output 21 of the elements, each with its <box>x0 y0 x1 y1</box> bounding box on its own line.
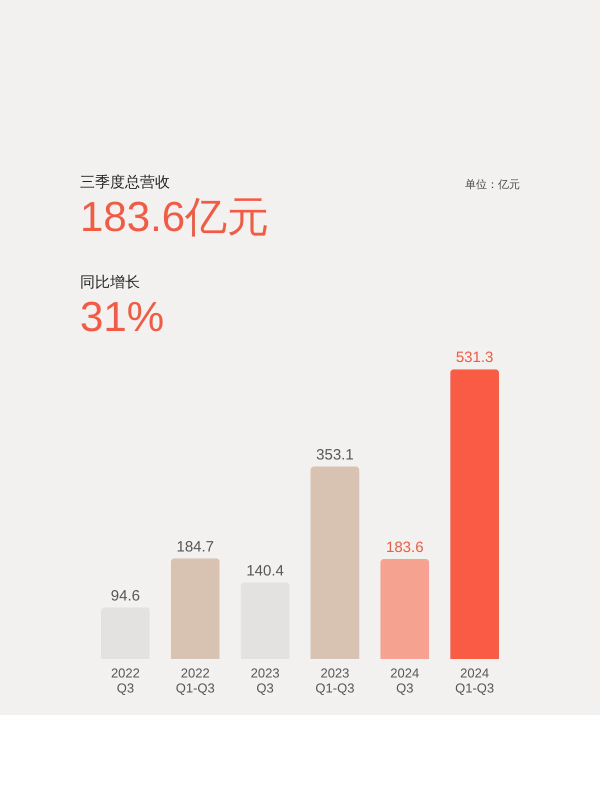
data-label: 140.4 <box>246 562 284 580</box>
x-tick-label: 2023 Q1-Q3 <box>315 666 354 696</box>
x-tick-label: 2024 Q1-Q3 <box>455 666 494 696</box>
text: 单位：亿元 <box>465 178 520 191</box>
data-label: 183.6 <box>386 538 424 556</box>
x-tick-label: 2023 Q3 <box>250 666 280 696</box>
text: 同比增长 <box>80 274 140 291</box>
x-tick-label: 2022 Q3 <box>110 666 140 696</box>
data-label: 94.6 <box>110 587 140 604</box>
data-label: 353.1 <box>316 446 354 464</box>
bar <box>310 466 360 659</box>
bar <box>380 558 430 659</box>
bar <box>170 558 220 659</box>
text: 三季度总营收 <box>80 174 170 191</box>
x-tick-label: 2024 Q3 <box>390 666 420 696</box>
x-tick-label: 2022 Q1-Q3 <box>176 666 215 696</box>
text: 31% <box>80 293 164 340</box>
text: 183.6亿元 <box>80 193 270 240</box>
data-label: 531.3 <box>456 349 494 366</box>
data-label: 184.7 <box>176 538 214 556</box>
bar <box>450 369 500 659</box>
